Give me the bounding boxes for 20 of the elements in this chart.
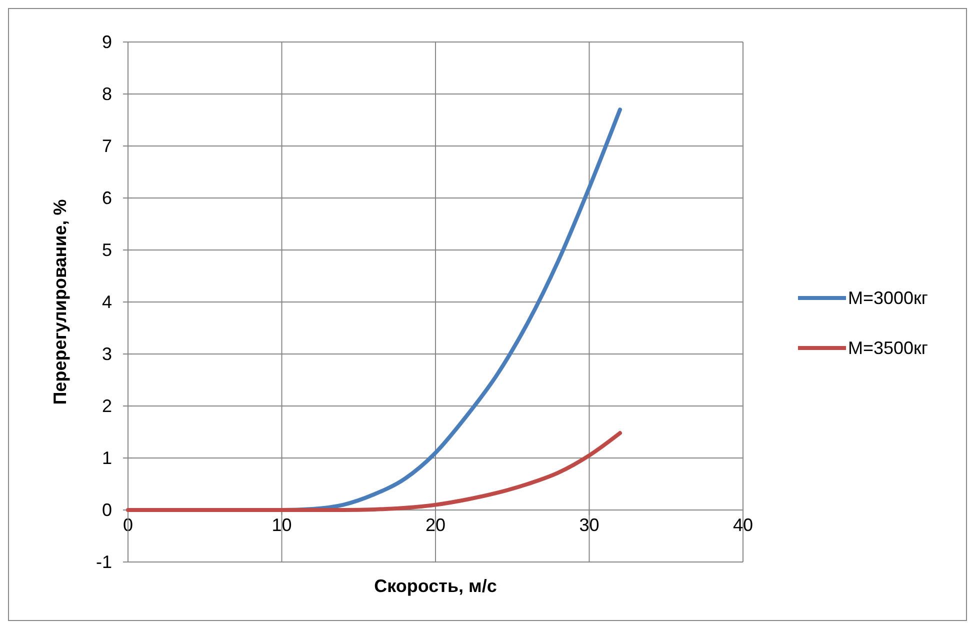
y-axis-title: Перерегулирование, % (50, 199, 70, 405)
y-tick-label: 0 (102, 500, 112, 520)
x-tick-label: 10 (272, 514, 292, 535)
y-tick-label: -1 (96, 552, 112, 572)
line-series (126, 431, 622, 512)
y-tick-label: 6 (102, 188, 112, 208)
y-tick-label: 2 (102, 396, 112, 416)
x-tick-label: 20 (425, 514, 446, 535)
y-tick-label: 1 (102, 448, 112, 468)
y-tick-label: 4 (102, 292, 112, 312)
x-axis-title: Скорость, м/с (374, 576, 497, 596)
x-tick-label: 30 (579, 514, 600, 535)
legend-label: M=3500кг (848, 338, 928, 358)
y-tick-label: 9 (102, 32, 112, 52)
y-tick-label: 3 (102, 344, 112, 364)
y-tick-label: 8 (102, 84, 112, 104)
x-tick-label: 40 (732, 514, 754, 535)
y-tick-label: 5 (102, 240, 112, 260)
y-tick-label: 7 (102, 136, 112, 156)
legend-label: M=3000кг (848, 288, 928, 308)
